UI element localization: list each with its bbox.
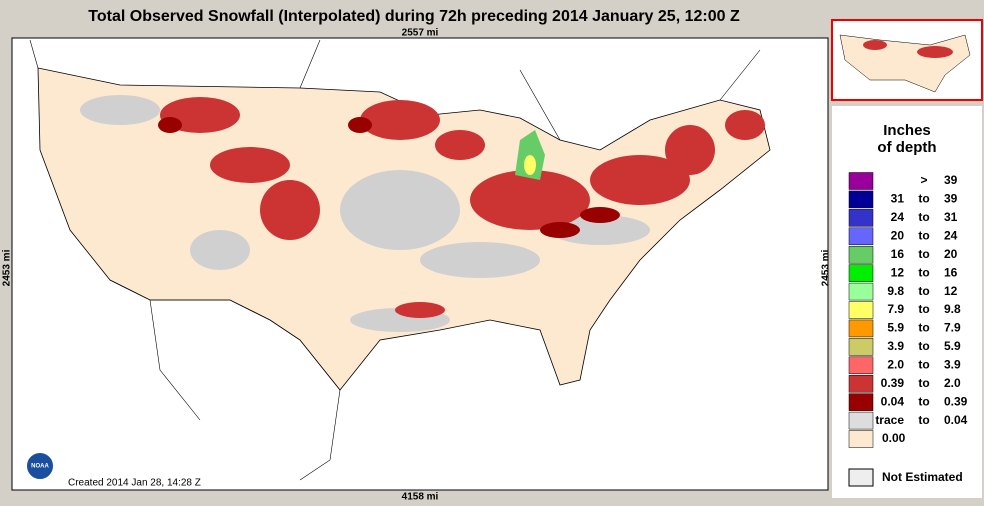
map [29, 39, 771, 481]
legend-upper: 31 [944, 210, 958, 224]
legend-from: 7.9 [887, 302, 904, 316]
legend-swatch [848, 209, 874, 227]
legend-upper: 24 [944, 228, 958, 242]
legend-upper: 2.0 [944, 376, 961, 390]
left-scale: 2453 mi [2, 249, 13, 286]
bottom-scale: 4158 mi [402, 492, 439, 503]
legend-swatch [848, 319, 874, 338]
legend-from: > [920, 173, 927, 187]
legend-from: 2.0 [887, 357, 904, 371]
legend-swatch [848, 172, 874, 190]
not-estimated-swatch [848, 468, 874, 487]
legend-swatch [848, 245, 874, 264]
legend-upper: 12 [944, 284, 958, 298]
legend-to: to [918, 210, 929, 224]
overview-snow [863, 40, 887, 50]
legend-to: to [918, 247, 929, 261]
mexico-border [109, 279, 341, 481]
not-estimated-label: Not Estimated [882, 470, 963, 484]
legend-to: to [918, 376, 929, 390]
legend-upper: 20 [944, 247, 958, 261]
legend-swatch [848, 190, 874, 209]
legend-from: 20 [891, 228, 905, 242]
legend-upper: 0.39 [944, 394, 968, 408]
title: Total Observed Snowfall (Interpolated) d… [88, 8, 740, 25]
legend-to: to [918, 321, 929, 335]
legend-upper: 3.9 [944, 357, 961, 371]
legend-title: Inches [883, 122, 931, 139]
legend-swatch [848, 301, 874, 319]
legend-to: to [918, 284, 929, 298]
legend-to: to [918, 192, 929, 206]
created-note: Created 2014 Jan 28, 14:28 Z [68, 478, 201, 489]
legend-from: 0.04 [881, 394, 905, 408]
legend-swatch [848, 430, 874, 448]
legend-from: 3.9 [887, 339, 904, 353]
legend-to: to [918, 265, 929, 279]
overview-snow [917, 46, 953, 58]
legend-upper: 7.9 [944, 321, 961, 335]
legend-from: 9.8 [887, 284, 904, 298]
legend-swatch [848, 374, 874, 393]
snow-areas [160, 97, 765, 318]
legend-upper: 39 [944, 173, 958, 187]
legend-to: to [918, 413, 929, 427]
legend-swatch [848, 227, 874, 246]
top-scale: 2557 mi [402, 28, 439, 39]
legend-from: trace [875, 413, 904, 427]
legend-swatch [848, 338, 874, 356]
legend-to: to [918, 357, 929, 371]
legend-to: to [918, 302, 929, 316]
noaa-logo [25, 451, 55, 481]
legend-from: 5.9 [887, 321, 904, 335]
legend-swatch [848, 356, 874, 375]
michigan-heavy [524, 155, 536, 175]
legend-upper: 39 [944, 192, 958, 206]
trace-areas [80, 95, 650, 332]
legend-upper: 9.8 [944, 302, 961, 316]
legend-from: 0.39 [881, 376, 905, 390]
legend-swatch [848, 264, 874, 282]
light-snow-areas [158, 117, 620, 238]
legend-rows: >39 31 to 39 24 to 31 20 to 24 16 to 20 12 to 16 9.8 to 12… [848, 172, 968, 448]
legend-to: to [918, 394, 929, 408]
right-scale: 2453 mi [821, 249, 832, 286]
legend-from: 31 [891, 192, 905, 206]
legend-upper: 5.9 [944, 339, 961, 353]
noaa-logo-text: NOAA [31, 464, 49, 470]
legend-from: 12 [891, 265, 905, 279]
legend-from: 24 [891, 210, 905, 224]
legend-swatch [848, 282, 874, 301]
legend-value: 0.00 [882, 431, 906, 445]
legend-swatch [848, 393, 874, 411]
legend-to: to [918, 339, 929, 353]
legend-upper: 0.04 [944, 413, 968, 427]
legend-upper: 16 [944, 265, 958, 279]
legend-from: 16 [891, 247, 905, 261]
legend-title: of depth [877, 139, 936, 156]
legend-swatch [848, 411, 874, 430]
legend-to: to [918, 228, 929, 242]
canada-lines [29, 39, 761, 141]
